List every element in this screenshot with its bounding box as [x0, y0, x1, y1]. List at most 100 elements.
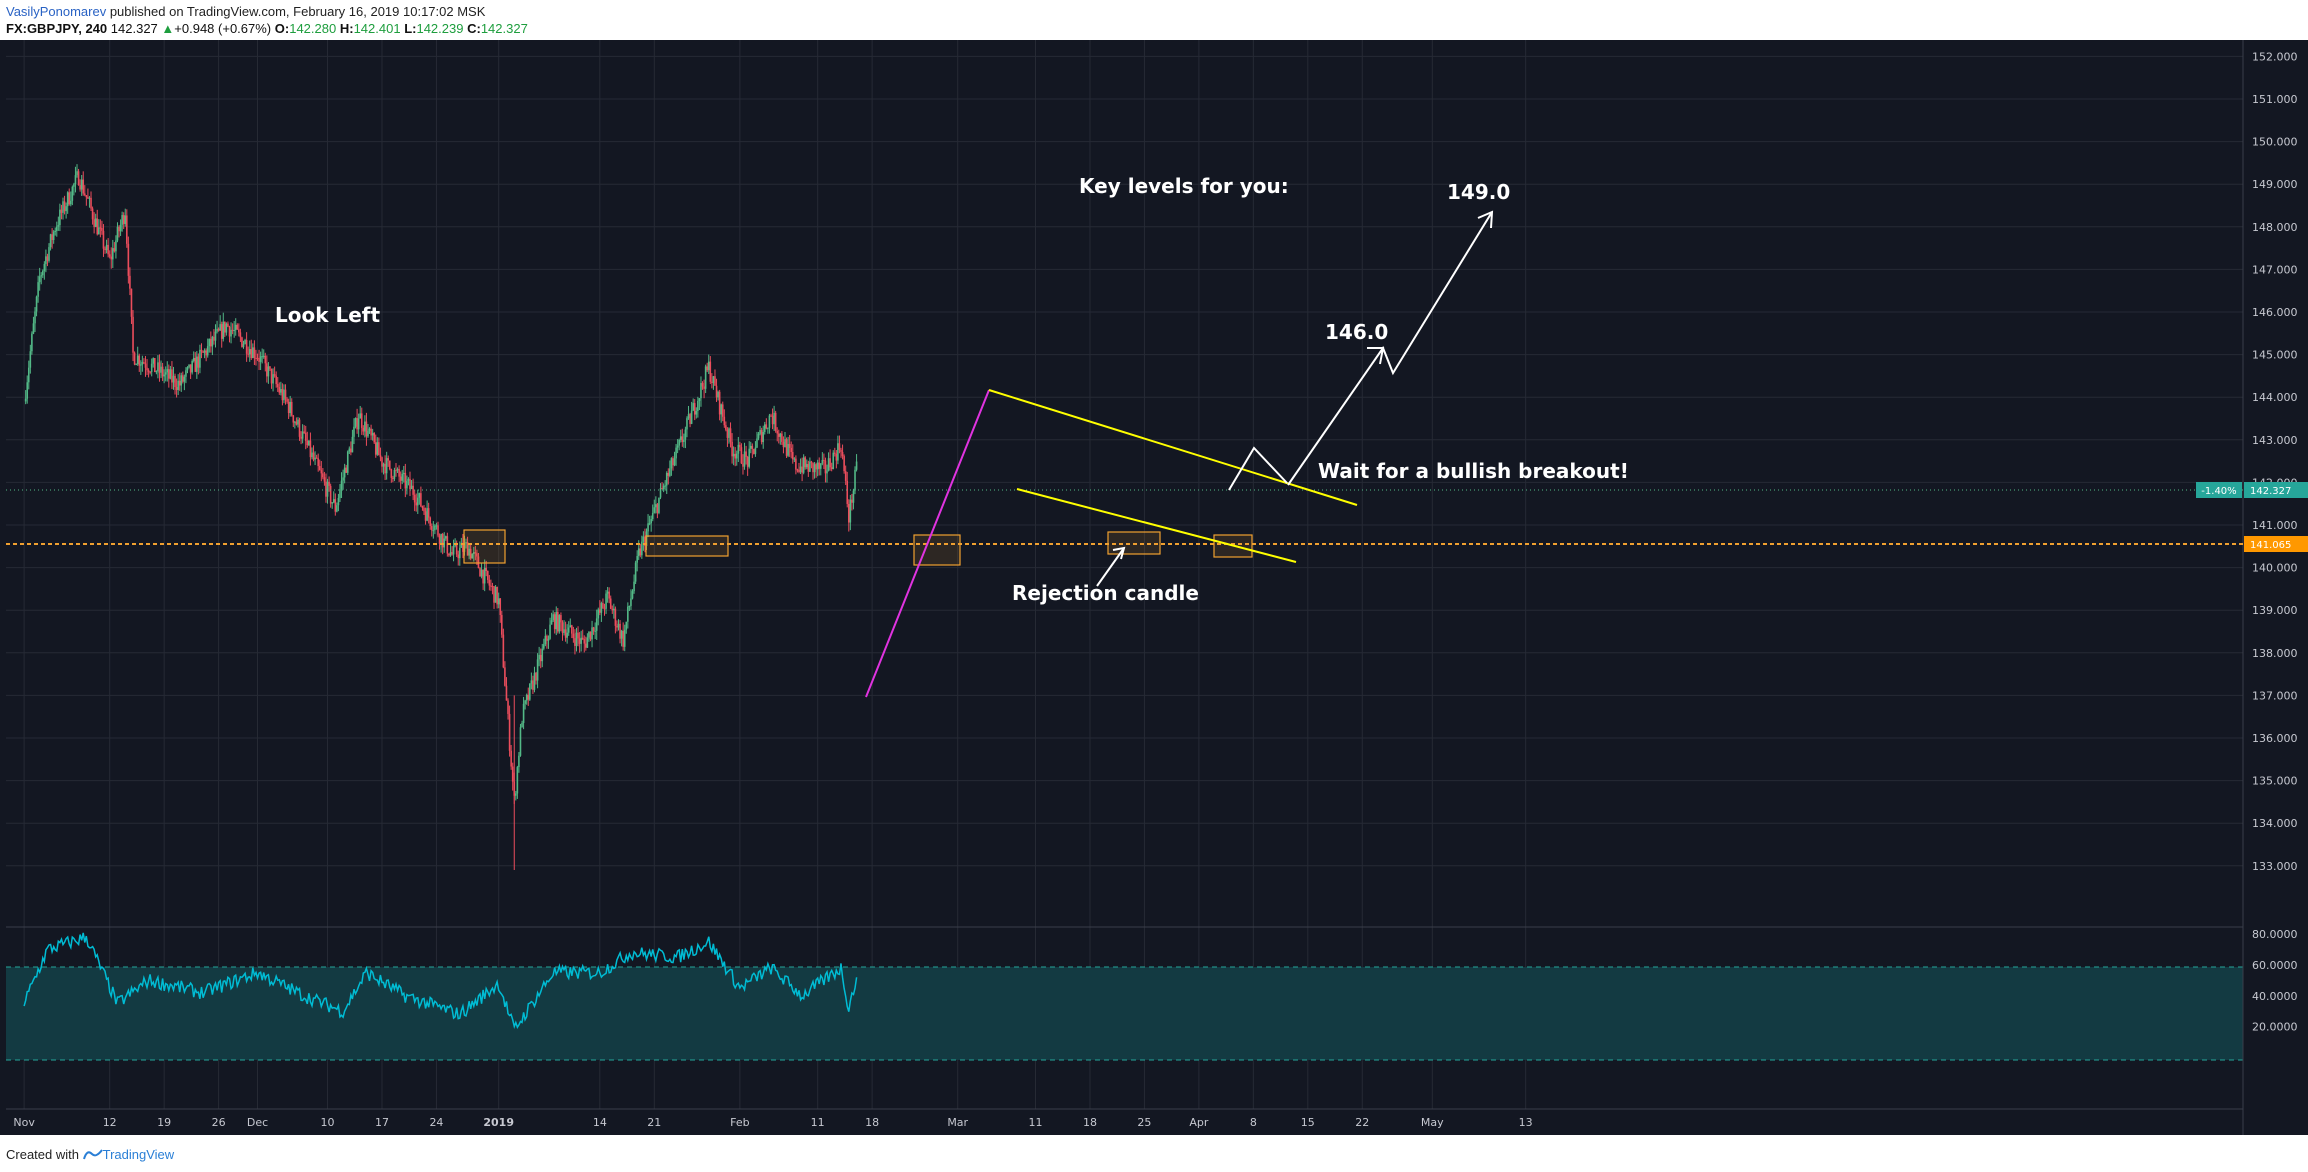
candle-body [812, 462, 814, 473]
candle-body [846, 480, 849, 504]
candle-body [664, 485, 666, 487]
candle-body [529, 683, 531, 700]
support-box[interactable] [463, 529, 506, 564]
candle-body [510, 750, 512, 767]
breakout-arrow[interactable] [1228, 446, 1288, 491]
candle-body [714, 376, 716, 386]
candle-body [250, 349, 253, 358]
candle-body [392, 477, 394, 479]
candle-body [633, 581, 635, 592]
candle-body [144, 363, 147, 368]
candle-body [765, 424, 768, 429]
candle-body [55, 226, 58, 231]
candle-body [135, 364, 137, 366]
grid-lines [6, 40, 2243, 1109]
candle-body [799, 466, 802, 473]
candle-body [631, 591, 634, 599]
candle-body [154, 358, 156, 373]
candle-body [334, 499, 337, 512]
target-146-text[interactable]: 146.0 [1325, 320, 1388, 344]
candle-body [166, 369, 169, 373]
candle-body [213, 336, 215, 341]
time-tick-label: 19 [157, 1116, 171, 1129]
look-left-text[interactable]: Look Left [275, 303, 380, 327]
tradingview-link[interactable]: TradingView [102, 1147, 175, 1162]
candle-body [262, 355, 265, 357]
time-scale[interactable]: Nov 12 19 26 Dec 10 17 24 2019 14 21 Feb 11 18 Mar 11 18… [13, 1116, 1532, 1129]
impulse-trendline[interactable] [865, 389, 990, 698]
candle-body [795, 458, 797, 470]
channel-upper-line[interactable] [988, 389, 1358, 506]
candle-body [255, 357, 257, 359]
candle-body [479, 568, 481, 577]
candle-body [515, 793, 517, 796]
candle-body [143, 362, 145, 364]
candle-body [690, 410, 693, 424]
candle-body [27, 367, 30, 383]
candle-body [420, 493, 422, 507]
candle-body [648, 523, 651, 525]
support-box[interactable] [1107, 531, 1161, 555]
close-label: C: [467, 21, 481, 36]
author-link[interactable]: VasilyPonomarev [6, 4, 107, 19]
candle-body [429, 517, 432, 527]
candle-body [252, 347, 254, 358]
target-path-arrow[interactable] [1287, 211, 1493, 486]
candle-body [231, 329, 234, 331]
candle-body [266, 363, 268, 377]
candle-body [432, 530, 435, 532]
candle-body [395, 470, 397, 472]
candle-body [202, 351, 204, 353]
candle-body [385, 458, 388, 474]
price-tick-label: 140.000 [2252, 562, 2298, 575]
candle-body [588, 631, 590, 638]
symbol-label[interactable]: FX:GBPJPY, 240 [6, 21, 108, 36]
candle-body [630, 598, 632, 606]
current-price-badge: -1.40% 142.327 [2196, 482, 2308, 498]
rsi-tick-label: 20.0000 [2252, 1021, 2298, 1034]
candle-body [132, 316, 134, 353]
price-scale[interactable]: 152.000 151.000 150.000 149.000 148.000 147.0… [2252, 50, 2298, 872]
candle-body [511, 766, 514, 782]
candle-body [787, 443, 789, 456]
candle-body [82, 179, 85, 194]
target-149-text[interactable]: 149.0 [1447, 180, 1510, 204]
key-levels-text[interactable]: Key levels for you: [1079, 174, 1289, 198]
candle-body [301, 431, 304, 439]
candle-body [272, 374, 274, 384]
rsi-scale[interactable]: 80.0000 60.0000 40.0000 20.0000 [2252, 928, 2298, 1034]
wait-breakout-text[interactable]: Wait for a bullish breakout! [1318, 459, 1629, 483]
candle-body [127, 243, 130, 276]
candle-body [189, 364, 192, 373]
candle-body [659, 488, 662, 498]
candle-body [79, 185, 81, 190]
candle-body [802, 457, 805, 473]
candle-body [24, 398, 27, 402]
support-box[interactable] [645, 535, 729, 557]
rejection-arrow[interactable] [1096, 547, 1125, 587]
candle-body [837, 443, 839, 461]
candle-body [661, 488, 663, 490]
candle-body [502, 634, 505, 668]
time-tick-label: 18 [1083, 1116, 1097, 1129]
candle-body [147, 370, 150, 372]
candle-body [746, 456, 749, 467]
candle-body [675, 447, 677, 459]
candle-body [194, 357, 197, 372]
candle-body [275, 375, 277, 385]
candle-body [169, 369, 172, 379]
candle-body [107, 244, 109, 255]
rejection-candle-text[interactable]: Rejection candle [1012, 581, 1199, 605]
candle-body [611, 608, 614, 611]
candle-body [536, 659, 539, 681]
candle-body [720, 404, 722, 415]
candle-body [756, 438, 758, 448]
candle-body [317, 458, 319, 466]
channel-lower-line[interactable] [1016, 488, 1297, 563]
arrow-head-icon [1112, 546, 1126, 560]
candle-body [623, 629, 626, 647]
chart-canvas[interactable]: 152.000 151.000 150.000 149.000 148.000 147.0… [0, 40, 2308, 1135]
candle-body [656, 504, 659, 513]
time-tick-label: 22 [1355, 1116, 1369, 1129]
candle-body [121, 215, 123, 225]
